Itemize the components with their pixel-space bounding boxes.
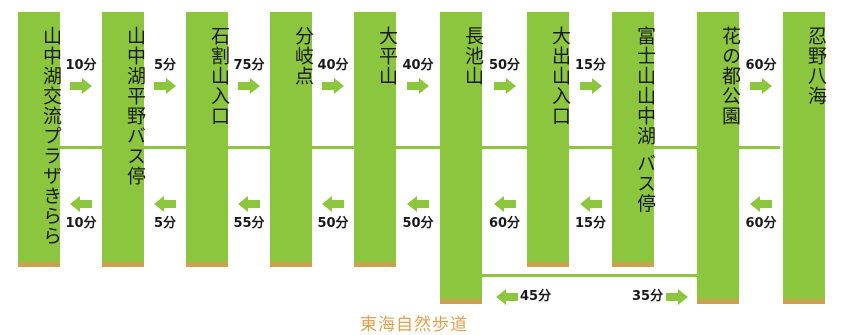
stop-bar-base: [440, 299, 482, 304]
trail-name: 東海自然歩道: [360, 315, 468, 335]
return-segment: 10分: [60, 196, 102, 232]
stop-bar: 分岐点: [270, 12, 314, 267]
stop-bar-base: [18, 262, 60, 267]
right-arrow-icon: [322, 78, 344, 94]
bypass-time-right: 35分: [632, 289, 664, 304]
stop-bar: 富士山山中湖 バス停: [612, 12, 656, 267]
stop-bar: 忍野八海: [783, 12, 827, 304]
forward-time: 40分: [317, 58, 349, 73]
left-arrow-icon: [70, 196, 92, 212]
forward-segment: 50分: [484, 58, 526, 94]
return-segment: 50分: [312, 196, 354, 232]
right-arrow-icon: [154, 78, 176, 94]
forward-segment: 10分: [60, 58, 102, 94]
stop-bar: 長池山: [440, 12, 484, 304]
bypass-time-left: 45分: [520, 289, 552, 304]
left-arrow-icon: [579, 196, 602, 212]
stop-bar-base: [186, 262, 228, 267]
stop-name: 山中湖交流プラザきらら: [40, 26, 62, 246]
return-segment: 55分: [228, 196, 270, 232]
right-arrow-icon: [666, 289, 688, 305]
return-time: 60分: [488, 216, 521, 231]
forward-time: 60分: [745, 58, 777, 73]
forward-time: 75分: [233, 58, 265, 73]
forward-time: 15分: [574, 58, 607, 73]
stop-name: 花の都公園: [719, 26, 741, 126]
forward-time: 50分: [488, 58, 521, 73]
stop-bar: 石割山入口: [186, 12, 230, 267]
return-time: 60分: [745, 216, 777, 231]
forward-segment: 40分: [397, 58, 439, 94]
right-arrow-icon: [70, 78, 92, 94]
stop-bar-base: [697, 299, 739, 304]
stop-name: 忍野八海: [805, 26, 827, 106]
return-time: 5分: [153, 216, 177, 231]
stop-bar-base: [102, 262, 144, 267]
forward-segment: 40分: [312, 58, 354, 94]
stop-name: 山中湖平野バス停: [124, 26, 146, 186]
return-segment: 60分: [484, 196, 526, 232]
stop-bar: 大出山入口: [527, 12, 571, 267]
right-arrow-icon: [579, 78, 602, 94]
forward-time: 40分: [402, 58, 434, 73]
return-segment: 5分: [144, 196, 186, 232]
right-arrow-icon: [407, 78, 429, 94]
left-arrow-icon: [493, 196, 516, 212]
stop-name: 分岐点: [292, 26, 314, 86]
left-arrow-icon: [238, 196, 260, 212]
stop-bar-base: [612, 262, 654, 267]
return-time: 15分: [574, 216, 607, 231]
return-segment: 15分: [570, 196, 612, 232]
return-time: 55分: [233, 216, 265, 231]
return-time: 50分: [402, 216, 434, 231]
stop-bar: 花の都公園: [697, 12, 741, 304]
left-arrow-icon: [750, 196, 772, 212]
stop-name: 石割山入口: [208, 26, 230, 126]
bypass-connector-line: [480, 274, 700, 277]
right-arrow-icon: [750, 78, 772, 94]
stop-name: 大平山: [376, 26, 398, 86]
forward-segment: 75分: [228, 58, 270, 94]
stop-bar: 大平山: [354, 12, 398, 267]
stop-bar-base: [354, 262, 396, 267]
return-time: 10分: [65, 216, 97, 231]
return-segment: 60分: [740, 196, 782, 232]
stop-bar: 山中湖交流プラザきらら: [18, 12, 62, 267]
return-time: 50分: [317, 216, 349, 231]
right-arrow-icon: [238, 78, 260, 94]
stop-name: 富士山山中湖 バス停: [634, 26, 656, 214]
forward-segment: 5分: [144, 58, 186, 94]
forward-segment: 15分: [570, 58, 612, 94]
stop-bar: 山中湖平野バス停: [102, 12, 146, 267]
stop-bar-base: [270, 262, 312, 267]
return-segment: 50分: [397, 196, 439, 232]
forward-time: 10分: [65, 58, 97, 73]
left-arrow-icon: [407, 196, 429, 212]
left-arrow-icon: [496, 289, 518, 305]
stop-bar-base: [527, 262, 569, 267]
stop-bar-base: [783, 299, 825, 304]
forward-time: 5分: [153, 58, 177, 73]
left-arrow-icon: [322, 196, 344, 212]
stop-name: 長池山: [462, 26, 484, 86]
forward-segment: 60分: [740, 58, 782, 94]
right-arrow-icon: [493, 78, 516, 94]
stop-name: 大出山入口: [549, 26, 571, 126]
left-arrow-icon: [154, 196, 176, 212]
connector-line: [40, 146, 780, 149]
